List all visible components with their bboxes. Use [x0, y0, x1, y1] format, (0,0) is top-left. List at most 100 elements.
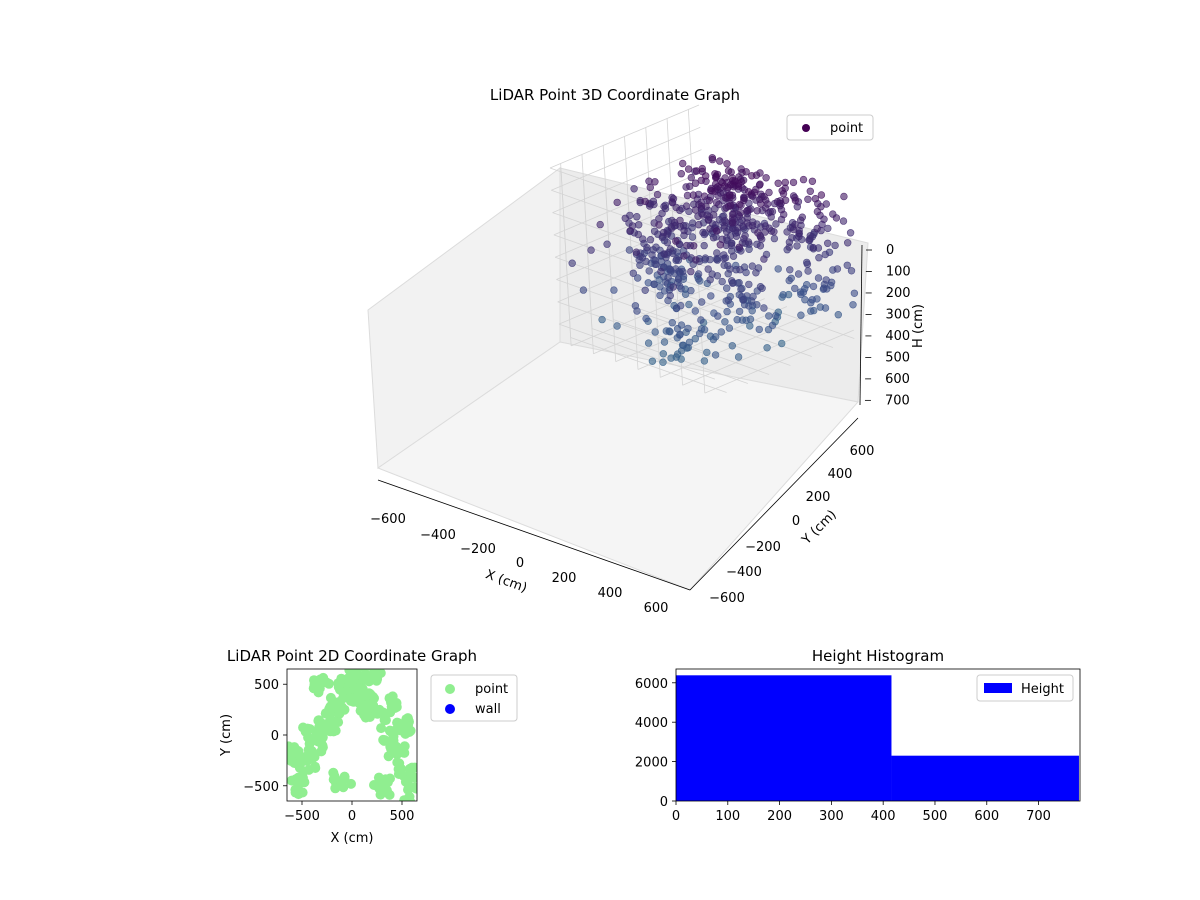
point-2d: [330, 783, 341, 794]
point-3d: [587, 246, 595, 254]
point-3d: [720, 251, 728, 259]
y-tick-label: 6000: [635, 677, 668, 692]
point-3d: [839, 217, 848, 225]
point-3d: [644, 339, 653, 347]
z-tick-label: 0: [886, 243, 894, 258]
point-3d: [660, 250, 668, 258]
point-3d: [774, 265, 782, 273]
point-3d: [821, 250, 829, 259]
point-3d: [803, 260, 812, 268]
histogram-legend-swatch: [984, 683, 1012, 693]
point-3d: [666, 291, 674, 300]
point-3d: [625, 246, 634, 254]
point-3d: [742, 168, 750, 176]
point-3d: [684, 324, 692, 333]
point-3d: [668, 319, 676, 327]
point-2d: [338, 782, 349, 793]
point-3d: [626, 227, 634, 235]
point-2d: [385, 741, 396, 752]
point-3d: [676, 216, 684, 225]
point-3d: [721, 318, 729, 326]
point-3d: [634, 230, 642, 239]
point-3d: [843, 239, 852, 247]
point-3d: [656, 291, 664, 300]
point-2d: [313, 715, 324, 726]
point-3d: [712, 227, 721, 235]
point-3d: [763, 344, 771, 352]
point-2d: [407, 762, 417, 773]
y-tick-label: 500: [254, 678, 279, 693]
point-3d: [706, 225, 714, 233]
point-2d: [310, 763, 321, 773]
grid-y-floor: [655, 301, 812, 357]
point-3d: [713, 249, 721, 257]
point-3d: [697, 202, 706, 211]
point-3d: [701, 254, 710, 262]
point-3d: [843, 261, 851, 269]
z-tick-label: 500: [885, 350, 910, 365]
point-3d: [729, 252, 738, 260]
point-3d: [641, 286, 649, 294]
grid-y-back: [645, 127, 657, 302]
2d-legend: point wall: [430, 674, 518, 722]
point-3d: [778, 187, 786, 195]
point-3d: [799, 288, 808, 296]
point-2d: [367, 669, 376, 672]
x-tick-label: −200: [460, 542, 496, 557]
point-3d: [748, 222, 757, 230]
point-3d: [748, 172, 756, 180]
point-3d: [809, 243, 817, 252]
point-3d: [718, 178, 726, 187]
point-3d: [734, 182, 742, 190]
point-3d: [650, 280, 658, 289]
point-3d: [689, 242, 698, 250]
point-3d: [797, 311, 805, 319]
3d-x-axis-label: X (cm): [483, 567, 529, 596]
y-tick-label: 400: [828, 467, 853, 482]
point-3d: [663, 238, 672, 247]
point-3d: [709, 211, 718, 219]
x-tick-label: 0: [672, 809, 680, 824]
point-3d: [596, 220, 604, 229]
point-3d: [814, 274, 823, 282]
point-3d: [762, 174, 770, 182]
grid-y-back: [560, 163, 572, 338]
point-3d: [634, 221, 643, 229]
x-tick-label: 500: [923, 809, 948, 824]
point-3d: [813, 207, 822, 216]
y-tick-label: 600: [850, 444, 875, 459]
point-3d: [676, 302, 685, 310]
point-3d: [728, 210, 737, 218]
point-3d: [718, 277, 726, 286]
point-3d: [610, 286, 618, 294]
point-3d: [694, 270, 703, 278]
3d-z-axis-line: [859, 244, 863, 406]
point-3d: [802, 281, 811, 289]
point-3d: [715, 157, 724, 165]
point-3d: [677, 321, 686, 329]
point-3d: [743, 214, 751, 222]
point-3d: [801, 296, 809, 304]
point-3d: [737, 285, 745, 293]
point-3d: [684, 165, 693, 173]
histogram-legend: Height: [976, 674, 1074, 702]
point-3d: [687, 286, 695, 295]
3d-scatter-axes: LiDAR Point 3D Coordinate Graph −600 −400…: [367, 86, 926, 616]
point-3d: [698, 164, 706, 173]
z-tick-label: 700: [885, 393, 910, 408]
point-3d: [791, 284, 799, 293]
point-2d: [411, 783, 417, 794]
point-3d: [648, 357, 657, 365]
point-3d: [711, 351, 720, 359]
x-tick-label: 300: [819, 809, 844, 824]
point-3d: [579, 286, 588, 294]
point-3d: [685, 300, 693, 309]
point-3d: [645, 267, 653, 275]
x-tick-label: 400: [871, 809, 896, 824]
point-3d: [633, 274, 642, 282]
point-3d: [660, 202, 668, 211]
grid-z-left: [549, 104, 700, 169]
point-3d: [772, 220, 780, 228]
point-3d: [655, 221, 663, 229]
point-3d: [712, 198, 721, 207]
